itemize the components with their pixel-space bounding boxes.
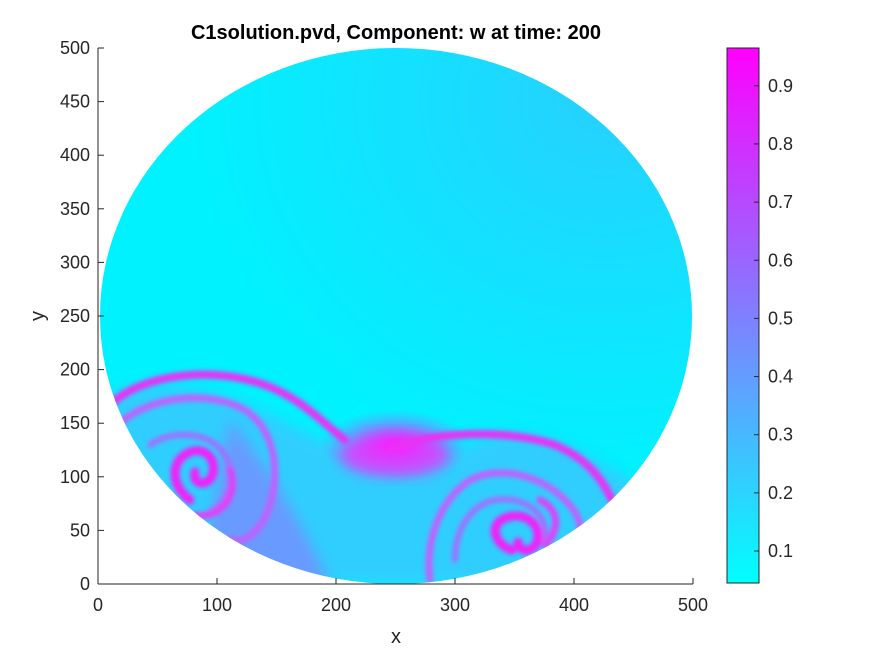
colorbar-tick-label: 0.9 — [768, 76, 793, 96]
heatmap-field — [100, 48, 692, 584]
right-spiral — [388, 430, 616, 584]
y-tick-label: 0 — [80, 574, 90, 594]
x-tick-label: 300 — [440, 595, 470, 615]
colorbar-tick-label: 0.5 — [768, 308, 793, 328]
y-tick-label: 200 — [60, 360, 90, 380]
x-ticks: 0 100 200 300 400 500 — [93, 578, 708, 615]
colorbar-tick-label: 0.4 — [768, 367, 793, 387]
x-tick-label: 500 — [678, 595, 708, 615]
y-ticks: 0 50 100 150 200 250 300 350 400 450 500 — [60, 38, 104, 594]
y-tick-label: 150 — [60, 413, 90, 433]
y-tick-label: 500 — [60, 38, 90, 58]
y-axis-label: y — [27, 311, 49, 321]
x-tick-label: 0 — [93, 595, 103, 615]
colorbar-tick-label: 0.3 — [768, 425, 793, 445]
colorbar-tick-label: 0.8 — [768, 134, 793, 154]
x-tick-label: 400 — [559, 595, 589, 615]
colorbar-tick-label: 0.7 — [768, 192, 793, 212]
colorbar-ticks: 0.1 0.2 0.3 0.4 0.5 0.6 0.7 0.8 0.9 — [754, 76, 793, 561]
x-tick-label: 100 — [202, 595, 232, 615]
x-axis-label: x — [391, 626, 401, 648]
y-tick-label: 300 — [60, 252, 90, 272]
y-tick-label: 400 — [60, 145, 90, 165]
y-tick-label: 450 — [60, 92, 90, 112]
y-tick-label: 50 — [70, 520, 90, 540]
y-tick-label: 100 — [60, 467, 90, 487]
x-tick-label: 200 — [321, 595, 351, 615]
colorbar-tick-label: 0.6 — [768, 250, 793, 270]
colorbar-tick-label: 0.1 — [768, 541, 793, 561]
y-tick-label: 350 — [60, 199, 90, 219]
colorbar-tick-label: 0.2 — [768, 483, 793, 503]
chart-title: C1solution.pvd, Component: w at time: 20… — [191, 22, 601, 44]
colorbar: 0.1 0.2 0.3 0.4 0.5 0.6 0.7 0.8 0.9 — [726, 47, 793, 584]
left-spiral — [106, 370, 349, 545]
y-tick-label: 250 — [60, 306, 90, 326]
colorbar-gradient — [726, 47, 760, 584]
